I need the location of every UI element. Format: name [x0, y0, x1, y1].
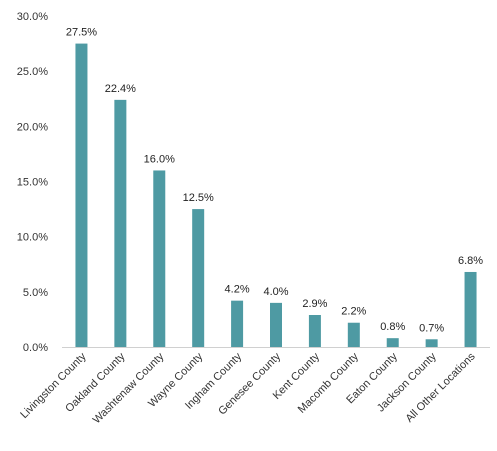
- y-tick-label: 30.0%: [17, 11, 48, 23]
- y-tick-label: 25.0%: [17, 66, 48, 78]
- data-label: 12.5%: [183, 192, 214, 204]
- bar: [270, 302, 282, 347]
- bar: [231, 300, 244, 347]
- data-label: 0.8%: [380, 321, 405, 333]
- data-label: 0.7%: [419, 322, 444, 334]
- bar: [347, 322, 360, 347]
- data-label: 2.9%: [302, 298, 327, 310]
- y-tick-label: 5.0%: [23, 287, 48, 299]
- bar: [464, 271, 477, 347]
- data-label: 4.2%: [225, 284, 250, 296]
- x-tick-label: Washtenaw County: [91, 350, 167, 426]
- bar: [386, 338, 399, 347]
- bar: [308, 315, 321, 347]
- y-tick-label: 20.0%: [17, 121, 48, 133]
- x-tick-label: All Other Locations: [403, 350, 478, 425]
- y-tick-label: 15.0%: [17, 177, 48, 189]
- y-axis: 0.0% 5.0% 10.0% 15.0% 20.0% 25.0% 30.0%: [17, 11, 48, 354]
- y-tick-label: 0.0%: [23, 342, 48, 354]
- bar: [192, 209, 205, 347]
- bar: [75, 43, 88, 347]
- data-label: 27.5%: [66, 27, 97, 39]
- data-label: 6.8%: [458, 255, 483, 267]
- data-label: 4.0%: [263, 286, 288, 298]
- data-label: 16.0%: [144, 153, 175, 165]
- data-labels-group: 27.5% 22.4% 16.0% 12.5% 4.2% 4.0% 2.9% 2.2% 0.8%…: [66, 27, 483, 335]
- y-tick-label: 10.0%: [17, 232, 48, 244]
- data-label: 22.4%: [105, 83, 136, 95]
- bar: [425, 339, 438, 347]
- bar: [153, 170, 166, 347]
- bars-group: [75, 43, 477, 347]
- bar: [114, 99, 127, 347]
- data-label: 2.2%: [341, 306, 366, 318]
- x-tick-label: Livingston County: [18, 350, 89, 421]
